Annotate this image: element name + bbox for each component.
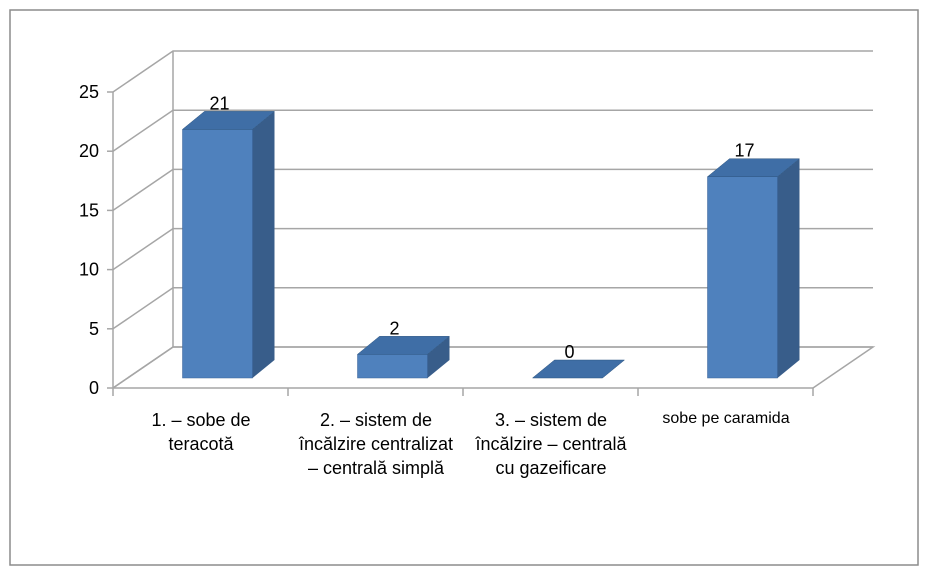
grid-line	[112, 168, 873, 212]
bar-top	[356, 336, 451, 355]
bar	[707, 176, 778, 379]
data-label: 2	[389, 318, 399, 338]
data-label: 21	[209, 93, 229, 113]
y-tick-label: 25	[79, 82, 99, 102]
y-tick-label: 5	[89, 319, 99, 339]
grid-line	[112, 50, 873, 93]
bar-side	[427, 336, 450, 378]
x-tick-label: 2. – sistem de încălzire centralizat – c…	[298, 410, 454, 478]
grid-line	[112, 346, 873, 389]
bar-side	[777, 158, 800, 378]
x-tick-label: 3. – sistem de încălzire – centrală cu g…	[475, 410, 627, 478]
x-tick-label: sobe pe caramida	[662, 410, 790, 427]
grid-line	[112, 227, 873, 271]
y-tick-label: 15	[79, 200, 99, 220]
y-tick-label: 20	[79, 141, 99, 161]
bar-top	[181, 111, 276, 130]
bar-top	[706, 158, 801, 177]
y-tick-label: 0	[89, 378, 99, 398]
data-label: 0	[564, 342, 574, 362]
bar	[357, 354, 428, 379]
bar-side	[252, 111, 275, 379]
grid-line	[112, 287, 873, 330]
y-tick-label: 10	[79, 260, 99, 280]
data-label: 17	[734, 141, 754, 161]
x-tick-label: 1. – sobe de teracotă	[151, 410, 251, 454]
bar	[182, 129, 253, 379]
grid-line	[112, 109, 873, 152]
bar-top	[531, 359, 626, 379]
